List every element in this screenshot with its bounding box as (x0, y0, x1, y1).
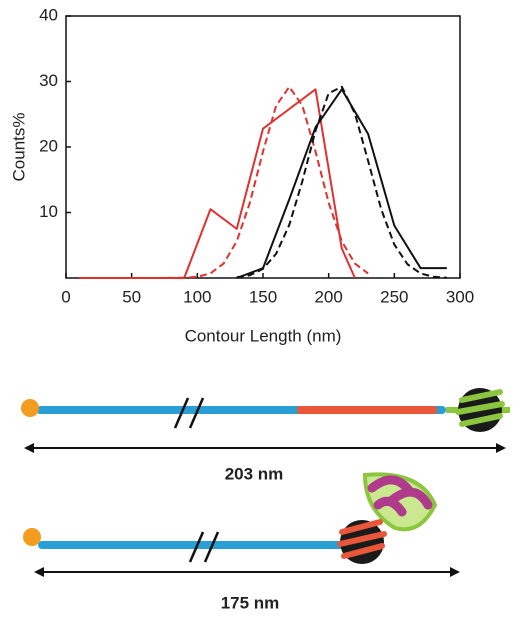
length-arrow (24, 443, 506, 453)
molecule-long (21, 388, 510, 432)
plot-frame (65, 15, 461, 279)
x-tick-label: 0 (61, 287, 70, 306)
x-tick-label: 100 (183, 287, 211, 306)
y-tick-label: 10 (39, 202, 58, 221)
length-label: 175 nm (221, 593, 280, 612)
y-axis-label: Counts% (9, 113, 28, 182)
x-tick-label: 250 (380, 287, 408, 306)
x-tick-label: 150 (249, 287, 277, 306)
y-tick-label: 30 (39, 71, 58, 90)
series-line (79, 88, 356, 279)
length-label: 203 nm (225, 464, 284, 483)
x-tick-label: 50 (122, 287, 141, 306)
molecule-short (23, 472, 438, 564)
x-axis-label: Contour Length (nm) (185, 326, 342, 345)
y-tick-label: 40 (39, 5, 58, 24)
x-tick-label: 200 (314, 287, 342, 306)
length-arrow (34, 567, 460, 577)
series-line (79, 85, 369, 279)
x-tick-label: 300 (446, 287, 474, 306)
y-tick-label: 20 (39, 136, 58, 155)
series-line (236, 85, 447, 279)
series-line (236, 88, 447, 279)
